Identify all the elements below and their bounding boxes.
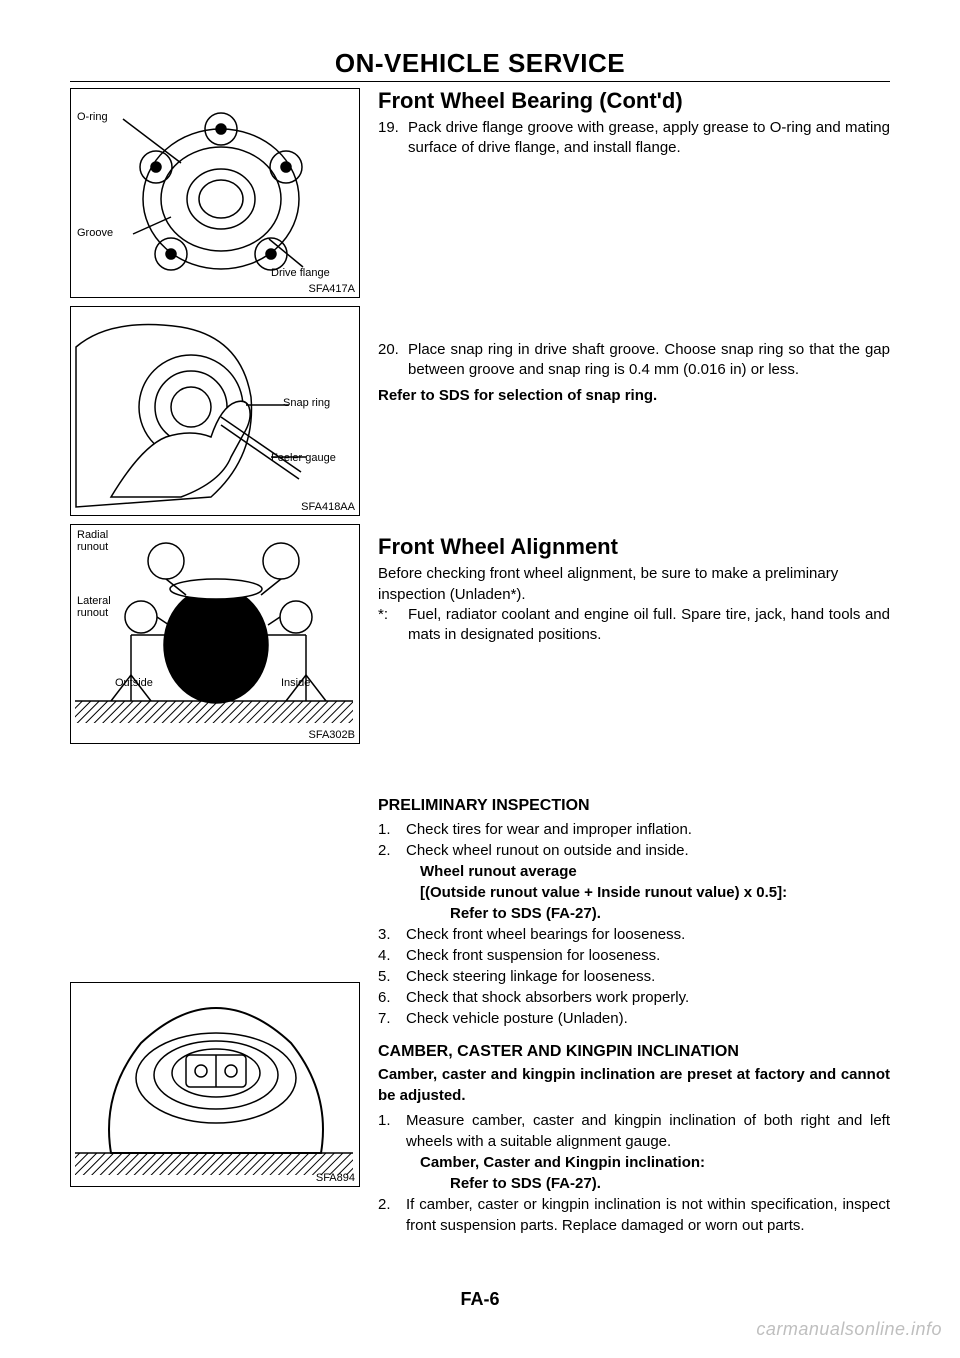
- figure-alignment-gauge: SFA894: [70, 982, 360, 1187]
- camber-heading: CAMBER, CASTER AND KINGPIN INCLINATION: [378, 1043, 890, 1061]
- page-number: FA-6: [0, 1289, 960, 1310]
- label-radial-runout: Radial runout: [77, 529, 108, 553]
- prelim-3-num: 3.: [378, 924, 406, 945]
- two-column-layout: O-ring Groove Drive flange SFA417A: [70, 88, 890, 1236]
- camber-sub2: Refer to SDS (FA-27).: [450, 1173, 890, 1194]
- camber-item-1: 1. Measure camber, caster and kingpin in…: [378, 1110, 890, 1152]
- label-outside: Outside: [115, 677, 153, 689]
- alignment-note: *: Fuel, radiator coolant and engine oil…: [378, 605, 890, 646]
- alignment-intro: Before checking front wheel alignment, b…: [378, 564, 890, 605]
- step-19: 19. Pack drive flange groove with grease…: [378, 118, 890, 159]
- label-feeler-gauge: Feeler gauge: [271, 452, 336, 464]
- right-column: Front Wheel Bearing (Cont'd) 19. Pack dr…: [378, 88, 890, 1236]
- figure-code-2: SFA418AA: [301, 501, 355, 513]
- prelim-5-num: 5.: [378, 966, 406, 987]
- prelim-sub1: Wheel runout average: [420, 861, 890, 882]
- figure-code-4: SFA894: [316, 1172, 355, 1184]
- prelim-3-text: Check front wheel bearings for looseness…: [406, 924, 890, 945]
- snap-ring-svg: [71, 307, 357, 513]
- prelim-6-num: 6.: [378, 987, 406, 1008]
- alignment-svg: [71, 983, 357, 1184]
- prelim-list: 1. Check tires for wear and improper inf…: [378, 819, 890, 1029]
- prelim-item-6: 6. Check that shock absorbers work prope…: [378, 987, 890, 1008]
- label-snap-ring: Snap ring: [283, 397, 330, 409]
- step-19-body: Pack drive flange groove with grease, ap…: [408, 118, 890, 159]
- camber-sub1: Camber, Caster and Kingpin inclination:: [420, 1152, 890, 1173]
- camber-2-text: If camber, caster or kingpin inclination…: [406, 1194, 890, 1236]
- prelim-item-2: 2. Check wheel runout on outside and ins…: [378, 840, 890, 861]
- label-lateral-runout: Lateral runout: [77, 595, 111, 619]
- prelim-item-5: 5. Check steering linkage for looseness.: [378, 966, 890, 987]
- figure-spacer: [70, 752, 360, 982]
- prelim-item-3: 3. Check front wheel bearings for loosen…: [378, 924, 890, 945]
- prelim-sub3: Refer to SDS (FA-27).: [450, 903, 890, 924]
- figure-code-1: SFA417A: [309, 283, 355, 295]
- left-column: O-ring Groove Drive flange SFA417A: [70, 88, 360, 1236]
- figure-drive-flange: O-ring Groove Drive flange SFA417A: [70, 88, 360, 298]
- prelim-4-num: 4.: [378, 945, 406, 966]
- note-body: Fuel, radiator coolant and engine oil fu…: [408, 605, 890, 646]
- prelim-1-num: 1.: [378, 819, 406, 840]
- subheading-bearing: Front Wheel Bearing (Cont'd): [378, 88, 890, 114]
- prelim-5-text: Check steering linkage for looseness.: [406, 966, 890, 987]
- label-inside: Inside: [281, 677, 310, 689]
- camber-item-2: 2. If camber, caster or kingpin inclinat…: [378, 1194, 890, 1236]
- prelim-7-text: Check vehicle posture (Unladen).: [406, 1008, 890, 1029]
- figure-snap-ring: Snap ring Feeler gauge SFA418AA: [70, 306, 360, 516]
- camber-para: Camber, caster and kingpin inclination a…: [378, 1065, 890, 1106]
- step-20-body: Place snap ring in drive shaft groove. C…: [408, 340, 890, 381]
- runout-svg: [71, 525, 357, 741]
- figure-code-3: SFA302B: [309, 729, 355, 741]
- figure-runout: Radial runout Lateral runout Outside Ins…: [70, 524, 360, 744]
- prelim-6-text: Check that shock absorbers work properly…: [406, 987, 890, 1008]
- prelim-1-text: Check tires for wear and improper inflat…: [406, 819, 890, 840]
- step-20-num: 20.: [378, 340, 408, 381]
- camber-2-num: 2.: [378, 1194, 406, 1236]
- section-rule: [70, 81, 890, 82]
- step-20: 20. Place snap ring in drive shaft groov…: [378, 340, 890, 381]
- prelim-2-text: Check wheel runout on outside and inside…: [406, 840, 890, 861]
- prelim-7-num: 7.: [378, 1008, 406, 1029]
- page: ON-VEHICLE SERVICE: [0, 0, 960, 1358]
- step-20-refer: Refer to SDS for selection of snap ring.: [378, 386, 890, 406]
- drive-flange-svg: [71, 89, 357, 295]
- prelim-2-num: 2.: [378, 840, 406, 861]
- watermark: carmanualsonline.info: [756, 1319, 942, 1340]
- label-groove: Groove: [77, 227, 113, 239]
- gap-after-20: [378, 406, 890, 534]
- camber-1-num: 1.: [378, 1110, 406, 1152]
- gap-after-alignment-intro: [378, 645, 890, 789]
- label-oring: O-ring: [77, 111, 108, 123]
- camber-list: 1. Measure camber, caster and kingpin in…: [378, 1110, 890, 1236]
- prelim-heading: PRELIMINARY INSPECTION: [378, 797, 890, 815]
- camber-1-text: Measure camber, caster and kingpin incli…: [406, 1110, 890, 1152]
- prelim-item-7: 7. Check vehicle posture (Unladen).: [378, 1008, 890, 1029]
- step-19-num: 19.: [378, 118, 408, 159]
- section-title: ON-VEHICLE SERVICE: [70, 48, 890, 79]
- prelim-4-text: Check front suspension for looseness.: [406, 945, 890, 966]
- subheading-alignment: Front Wheel Alignment: [378, 534, 890, 560]
- label-drive-flange: Drive flange: [271, 267, 330, 279]
- prelim-item-4: 4. Check front suspension for looseness.: [378, 945, 890, 966]
- note-asterisk: *:: [378, 605, 408, 646]
- prelim-item-1: 1. Check tires for wear and improper inf…: [378, 819, 890, 840]
- prelim-sub2: [(Outside runout value + Inside runout v…: [420, 882, 890, 903]
- gap-after-19: [378, 165, 890, 340]
